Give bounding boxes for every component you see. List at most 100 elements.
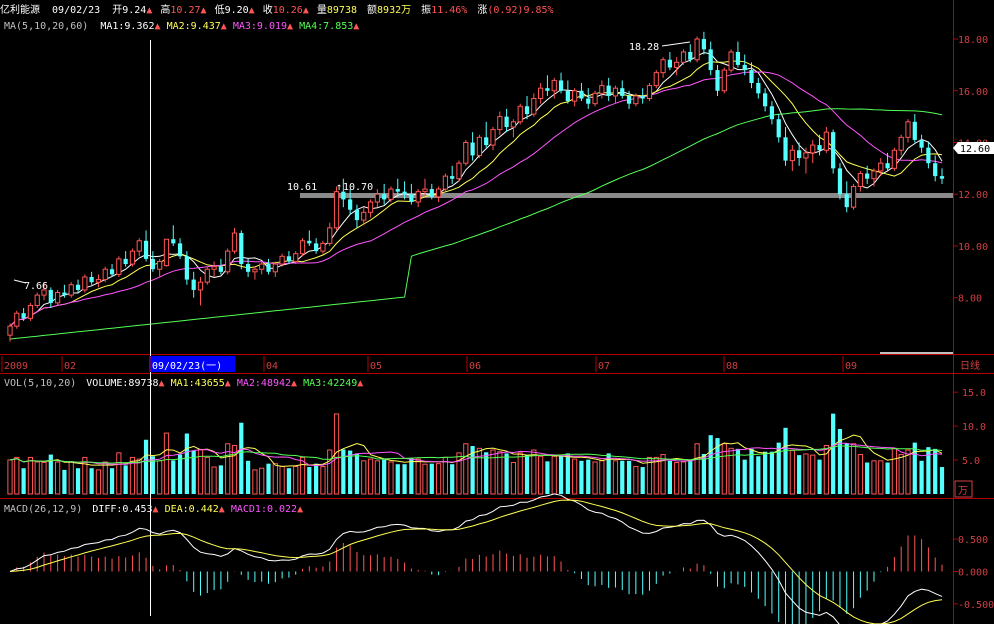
volume-bar (865, 462, 870, 494)
scroll-indicator[interactable] (880, 352, 953, 354)
volume-bar (926, 447, 931, 494)
volume-bar (667, 460, 672, 494)
volume-bar (374, 460, 380, 495)
volume-bar (150, 456, 155, 494)
candle-body (871, 170, 877, 180)
volume-bar (538, 455, 544, 495)
candle-body (102, 268, 108, 281)
candle-body (21, 313, 26, 319)
volume-bar (763, 451, 768, 494)
candle-body (891, 149, 897, 169)
candle-body (490, 129, 496, 146)
price-tick-label: 18.00 (958, 35, 988, 46)
candle-body (395, 189, 400, 192)
candle-body (150, 258, 155, 270)
volume-bar (640, 467, 645, 494)
candle-body (626, 95, 632, 104)
candle-body (776, 119, 781, 138)
volume-bar (885, 462, 890, 494)
candle-body (293, 253, 299, 262)
candle-body (435, 188, 442, 198)
volume-bar (109, 468, 115, 494)
candle-body (898, 136, 904, 151)
candle-body (245, 264, 251, 272)
volume-bar (579, 460, 584, 494)
date-label: 08 (726, 361, 738, 372)
selected-date-highlight (149, 356, 235, 372)
macd-y-axis: 0.500 0.000 -0.500 (953, 535, 994, 611)
candle-body (939, 176, 945, 179)
candle-body (926, 147, 931, 164)
candle-body (75, 284, 81, 290)
candle-body (184, 256, 189, 280)
candle-body (62, 292, 67, 296)
price-tick-label: 10.00 (958, 242, 988, 253)
volume-bar (402, 464, 407, 494)
candle-body (225, 250, 231, 273)
volume-bar (749, 448, 754, 494)
volume-bar (708, 435, 713, 494)
volume-bar (116, 452, 122, 495)
candle-body (633, 95, 639, 105)
period-label[interactable]: 日线 (960, 359, 980, 372)
volume-bar (715, 438, 720, 494)
close-value: 10.26 (273, 5, 303, 16)
volume-ma20-line (9, 445, 943, 464)
candle-body (680, 51, 687, 63)
volume-ma5-line (9, 434, 943, 467)
ma60-line (9, 108, 943, 340)
candle-body (660, 59, 666, 74)
volume-bar (586, 459, 591, 494)
vol-ma2: MA2:48942 (237, 378, 291, 389)
volume-bar (789, 450, 795, 495)
candle-body (456, 162, 462, 180)
volume-bar (680, 461, 687, 495)
volume-bar (171, 460, 176, 494)
candle-body (129, 250, 136, 265)
volume-bar (490, 449, 496, 495)
volume-bar (776, 442, 781, 494)
volume-bar (211, 466, 217, 495)
volume-bar (422, 463, 428, 495)
volume-bar (157, 460, 163, 495)
volume-bar (857, 454, 863, 495)
volume-bar (837, 428, 843, 494)
volume-bar (592, 461, 598, 495)
candle-body (361, 211, 367, 221)
candle-body (422, 188, 428, 193)
candles (7, 31, 945, 342)
candle-body (143, 240, 149, 259)
diff-line (9, 493, 943, 624)
candle-body (694, 38, 700, 61)
volume-bar (823, 444, 829, 495)
volume-bar (456, 452, 462, 495)
volume-bar (810, 454, 816, 495)
volume-bar (803, 453, 809, 495)
candle-body (429, 189, 434, 197)
volume-bar (783, 427, 788, 494)
volume-legend: VOL(5,10,20) VOLUME:89738▲ MA1:43655▲ MA… (4, 378, 363, 389)
volume-bar (388, 461, 394, 495)
candle-body (735, 51, 741, 65)
candle-body (721, 69, 727, 92)
amount-value: 8932万 (377, 5, 411, 16)
macd-legend: MACD(26,12,9) DIFF:0.453▲ DEA:0.442▲ MAC… (4, 504, 303, 515)
macd-histogram (16, 535, 943, 624)
candle-body (327, 227, 333, 244)
volume-bar (653, 456, 659, 495)
change-pct: 9.85% (523, 5, 553, 16)
candle-body (933, 163, 938, 177)
candle-body (279, 255, 285, 265)
volume-unit-box: 万 (954, 480, 973, 498)
macd-tick-label: 0.000 (958, 567, 988, 578)
candle-body (442, 175, 448, 190)
candle-body (95, 279, 102, 283)
volume-bar (320, 466, 326, 495)
current-price-tag: 12.60 (953, 142, 994, 155)
volume-bar (184, 433, 189, 494)
candle-body (320, 242, 326, 252)
candle-body (231, 232, 238, 252)
candle-body (55, 292, 61, 304)
